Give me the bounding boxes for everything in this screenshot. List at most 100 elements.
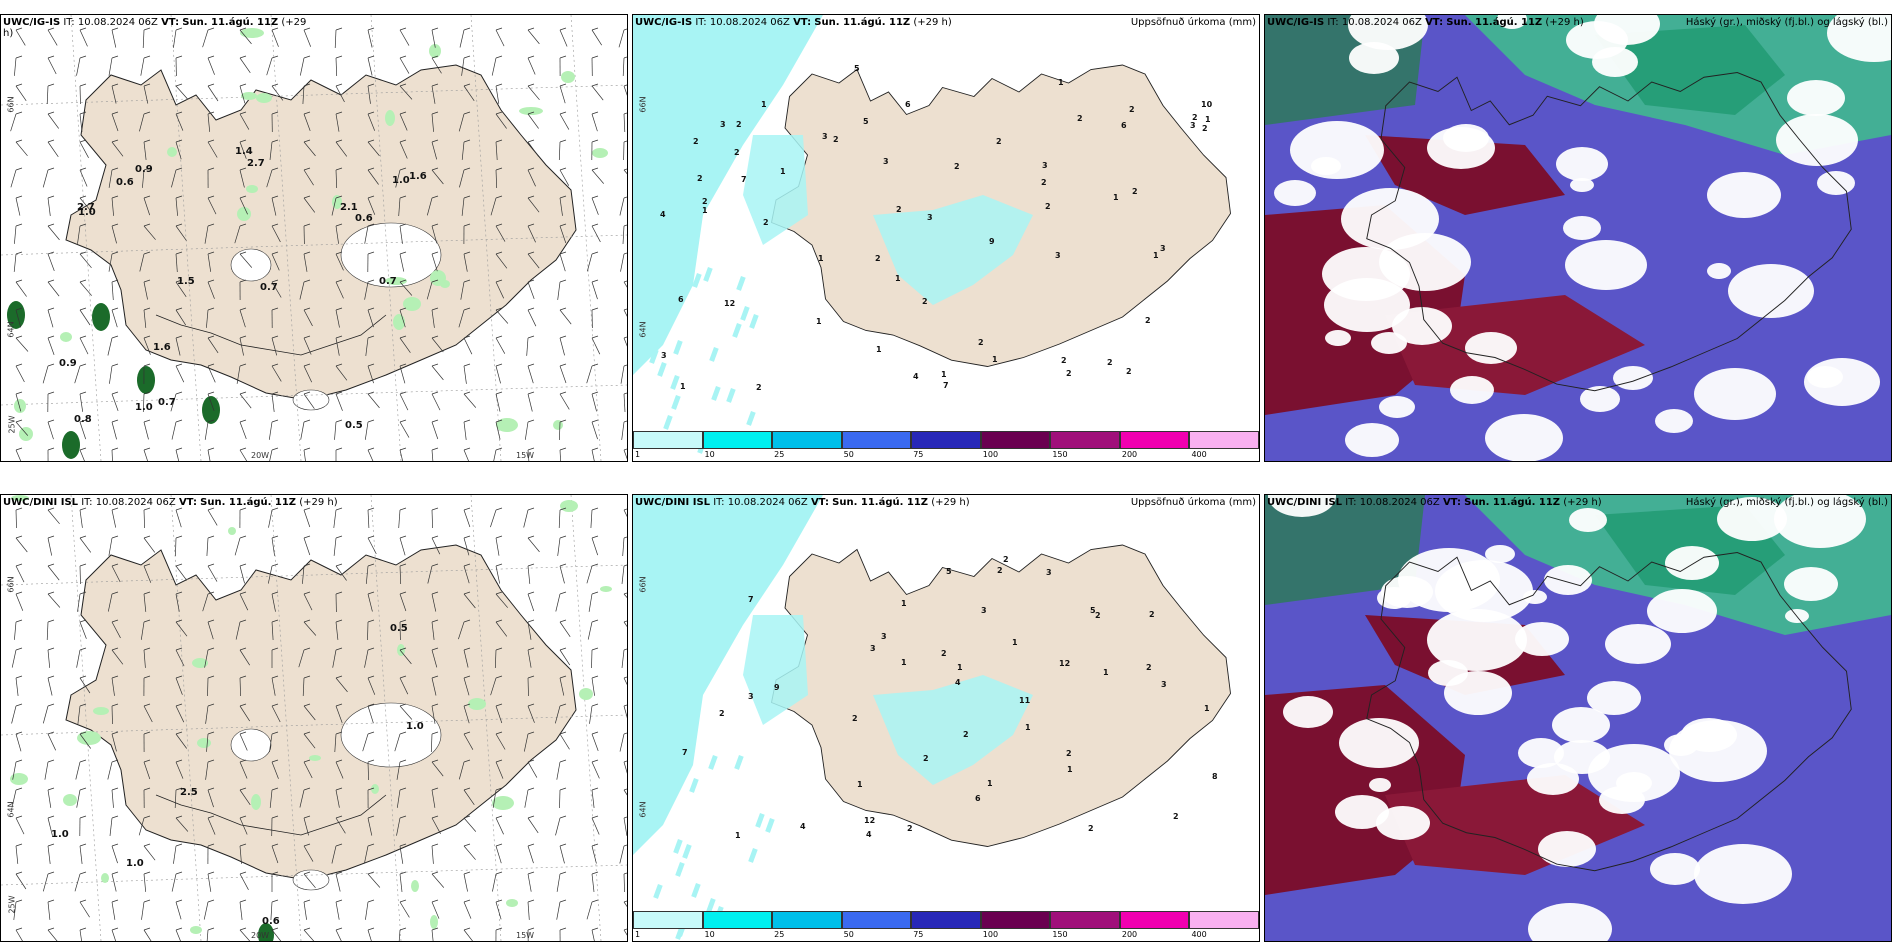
- value-label: 2: [1061, 356, 1067, 365]
- value-label: 2: [963, 730, 969, 739]
- value-label: 7: [748, 595, 754, 604]
- value-label: 3: [883, 157, 889, 166]
- value-label: 1: [941, 370, 947, 379]
- value-label: 2: [852, 714, 858, 723]
- value-label: 1.4: [235, 146, 253, 157]
- value-label: 2: [954, 162, 960, 171]
- colorbar-tick: 150: [1052, 450, 1068, 459]
- value-label: 5: [1090, 606, 1096, 615]
- value-label: 1: [680, 382, 686, 391]
- value-label: 12: [1059, 659, 1071, 668]
- colorbar-swatch: [980, 911, 1051, 929]
- colorbar-tick: 10: [704, 930, 715, 939]
- value-label: 2: [756, 383, 762, 392]
- map-panel-dini-precip: UWC/DINI ISL IT: 10.08.2024 06Z VT: Sun.…: [632, 494, 1260, 942]
- axis-label: 64N: [6, 321, 16, 338]
- value-label: 3: [720, 120, 726, 129]
- value-label: 1: [1025, 723, 1031, 732]
- panel-variable-title: Uppsöfnuð úrkoma (mm): [1130, 497, 1256, 508]
- value-label: 3: [1161, 680, 1167, 689]
- lead-time-cont: h): [3, 28, 14, 39]
- valid-time-label: VT:: [161, 17, 180, 28]
- valid-time: Sun. 11.ágú. 11Z: [182, 17, 279, 28]
- value-label: 1: [876, 345, 882, 354]
- init-time: IT: 10.08.2024 06Z: [713, 497, 808, 508]
- model-name: UWC/DINI ISL: [635, 497, 711, 508]
- value-label: 2: [1066, 369, 1072, 378]
- lead-time: (+29 h): [299, 497, 338, 508]
- value-label: 1: [761, 100, 767, 109]
- value-label: 1.0: [406, 721, 424, 732]
- value-label: 0.8: [74, 414, 92, 425]
- value-label: 1: [895, 274, 901, 283]
- value-label: 2.7: [77, 202, 95, 213]
- axis-label: 66N: [638, 96, 648, 113]
- value-label: 3: [927, 213, 933, 222]
- value-label: 12: [864, 816, 876, 825]
- value-label: 1: [857, 780, 863, 789]
- value-label: 5: [854, 64, 860, 73]
- value-label: 2: [1088, 824, 1094, 833]
- value-label: 2: [978, 338, 984, 347]
- value-label: 4: [800, 822, 806, 831]
- lead-time: (+29 h): [1563, 497, 1602, 508]
- valid-time: Sun. 11.ágú. 11Z: [814, 17, 911, 28]
- value-label: 2: [922, 297, 928, 306]
- value-label: 2: [907, 824, 913, 833]
- value-label: 7: [682, 748, 688, 757]
- value-label: 2: [1041, 178, 1047, 187]
- precip-colorbar: 1 10 25 50 75 100 150 200 400: [633, 911, 1259, 941]
- axis-label: 66N: [638, 576, 648, 593]
- value-label: 0.6: [116, 177, 134, 188]
- value-label: 1: [818, 254, 824, 263]
- valid-time-label: VT:: [178, 497, 197, 508]
- valid-time: Sun. 11.ágú. 11Z: [1446, 17, 1543, 28]
- value-label: 1: [1113, 193, 1119, 202]
- value-label: 2: [896, 205, 902, 214]
- model-name: UWC/IG-IS: [3, 17, 61, 28]
- colorbar-tick: 400: [1191, 450, 1207, 459]
- value-label: 3: [822, 132, 828, 141]
- panel-header: UWC/IG-IS IT: 10.08.2024 06Z VT: Sun. 11…: [1267, 17, 1584, 28]
- axis-label: 25W: [7, 895, 17, 914]
- value-label: 2: [702, 197, 708, 206]
- value-label: 1.5: [177, 276, 195, 287]
- colorbar-swatch: [1189, 911, 1259, 929]
- value-label: 0.6: [262, 916, 280, 927]
- model-name: UWC/IG-IS: [635, 17, 693, 28]
- axis-label: 25W: [7, 415, 17, 434]
- colorbar-swatch: [911, 911, 981, 929]
- value-label: 2: [875, 254, 881, 263]
- panel-header: UWC/DINI ISL IT: 10.08.2024 06Z VT: Sun.…: [1267, 497, 1602, 508]
- map-panel-ig-wind: UWC/IG-IS IT: 10.08.2024 06Z VT: Sun. 11…: [0, 14, 628, 462]
- value-label: 3: [661, 351, 667, 360]
- value-label: 2: [997, 566, 1003, 575]
- axis-label: 66N: [6, 576, 16, 593]
- value-label: 6: [678, 295, 684, 304]
- colorbar-tick: 100: [982, 930, 999, 939]
- value-label: 2.7: [247, 158, 265, 169]
- init-time: IT: 10.08.2024 06Z: [63, 17, 158, 28]
- colorbar-swatch: [841, 911, 912, 929]
- valid-time-label: VT:: [810, 497, 829, 508]
- panel-header: UWC/IG-IS IT: 10.08.2024 06Z VT: Sun. 11…: [635, 17, 952, 28]
- colorbar-tick: 100: [982, 450, 999, 459]
- valid-time: Sun. 11.ágú. 11Z: [200, 497, 297, 508]
- lead-time: (+29: [281, 17, 307, 28]
- model-name: UWC/DINI ISL: [1267, 497, 1343, 508]
- colorbar-tick: 400: [1191, 930, 1207, 939]
- value-label: 3: [981, 606, 987, 615]
- value-label: 1: [1204, 704, 1210, 713]
- valid-time: Sun. 11.ágú. 11Z: [1464, 497, 1561, 508]
- value-label: 6: [905, 100, 911, 109]
- init-time: IT: 10.08.2024 06Z: [1345, 497, 1440, 508]
- value-label: 4: [660, 210, 666, 219]
- valid-time-label: VT:: [793, 17, 812, 28]
- colorbar-swatch: [633, 431, 703, 449]
- value-label: 3: [881, 632, 887, 641]
- value-label: 2: [1202, 124, 1208, 133]
- value-label: 3: [748, 692, 754, 701]
- colorbar-swatch: [911, 431, 981, 449]
- value-label: 1: [1153, 251, 1159, 260]
- value-label: 2: [1173, 812, 1179, 821]
